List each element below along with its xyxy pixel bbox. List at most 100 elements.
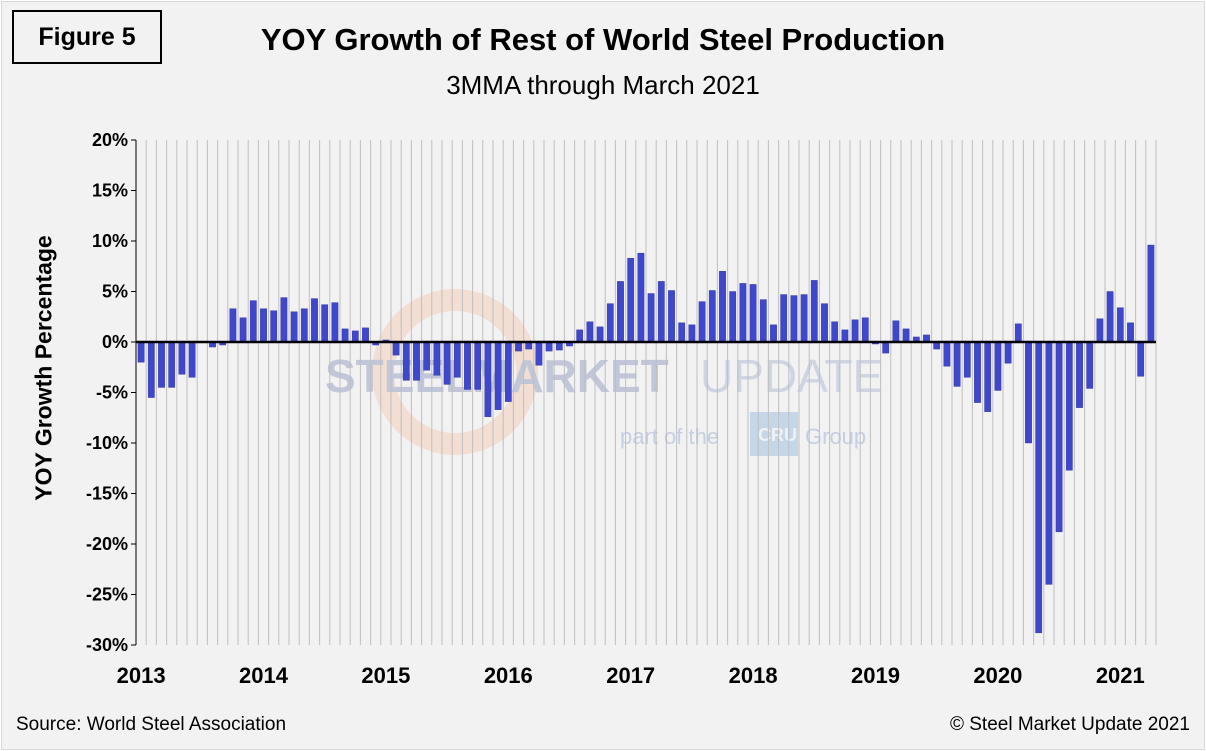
y-tick-label: 15%	[92, 181, 128, 201]
bar	[362, 327, 369, 343]
bar	[749, 284, 757, 343]
bar	[504, 341, 512, 402]
bar	[1096, 318, 1104, 343]
bar	[464, 341, 471, 390]
x-tick-label: 2017	[606, 663, 655, 688]
bar	[1055, 341, 1063, 533]
bar	[1147, 244, 1155, 343]
bar	[708, 290, 716, 343]
bar	[953, 341, 961, 387]
y-ticks: 20% 15% 10% 5% 0% -5% -10% -15% -20% -25% -30%	[86, 130, 136, 655]
bar	[943, 341, 951, 367]
bar	[433, 341, 441, 376]
bar	[637, 252, 645, 343]
bar	[719, 271, 726, 343]
bar	[810, 280, 818, 343]
y-tick-label: 10%	[92, 231, 128, 251]
bar	[392, 341, 400, 356]
bars	[137, 244, 1155, 634]
bar	[963, 341, 971, 378]
bar	[494, 341, 502, 410]
bar	[300, 308, 308, 343]
bar	[545, 341, 553, 352]
bar	[770, 324, 777, 343]
bar	[1076, 341, 1083, 408]
bar	[688, 324, 696, 343]
bar	[239, 317, 247, 343]
x-ticks: 2013 2014 2015 2016 2017 2018 2019 2020 2021	[117, 663, 1145, 688]
bar	[229, 308, 237, 343]
source-note: Source: World Steel Association	[16, 714, 287, 735]
bar	[1035, 341, 1043, 634]
bar	[790, 295, 798, 343]
copyright-note: © Steel Market Update 2021	[949, 714, 1190, 735]
bar	[596, 326, 604, 343]
bar	[321, 304, 329, 343]
bar	[851, 319, 859, 343]
bar	[1106, 291, 1114, 343]
x-tick-label: 2018	[729, 663, 778, 688]
bar	[137, 341, 145, 363]
bar	[280, 297, 288, 343]
bar	[576, 329, 584, 343]
bar	[841, 329, 849, 343]
bar	[178, 341, 186, 375]
bar	[861, 317, 869, 343]
bar	[780, 294, 788, 343]
bar	[1014, 323, 1022, 343]
bar	[331, 302, 339, 343]
bar	[443, 341, 451, 385]
x-tick-label: 2014	[239, 663, 289, 688]
x-tick-label: 2020	[973, 663, 1022, 688]
bar	[1045, 341, 1053, 585]
x-tick-label: 2016	[484, 663, 533, 688]
bar	[168, 341, 176, 388]
bar	[892, 320, 900, 343]
bar	[1065, 341, 1073, 471]
bar	[1025, 341, 1032, 444]
bar	[249, 300, 257, 343]
bar	[882, 341, 890, 354]
bar	[484, 341, 492, 417]
bar	[1004, 341, 1012, 364]
bar	[902, 328, 910, 343]
bar	[453, 341, 461, 378]
bar	[627, 257, 635, 343]
bar	[1116, 307, 1124, 343]
bar	[984, 341, 992, 412]
bar	[535, 341, 543, 366]
bar	[606, 303, 614, 343]
y-tick-label: 5%	[102, 282, 128, 302]
y-tick-label: 0%	[102, 332, 128, 352]
watermark-tagline-suffix: Group	[805, 424, 866, 449]
bar	[668, 290, 675, 343]
bar	[1127, 322, 1134, 343]
bar	[423, 341, 431, 371]
y-tick-label: 20%	[92, 130, 128, 150]
x-tick-label: 2015	[361, 663, 410, 688]
y-tick-label: -30%	[86, 635, 128, 655]
watermark-tagline-prefix: part of the	[620, 424, 719, 449]
bar	[759, 299, 767, 343]
bar	[474, 341, 482, 390]
bar	[1137, 341, 1145, 377]
watermark-swoosh	[372, 289, 538, 455]
bar	[515, 341, 522, 352]
bar	[821, 303, 828, 343]
watermark-brand-middle: MARKET	[472, 350, 669, 402]
bar	[800, 294, 808, 343]
x-tick-label: 2019	[851, 663, 900, 688]
bar	[341, 328, 349, 343]
x-tick-label: 2021	[1096, 663, 1145, 688]
y-tick-label: -15%	[86, 484, 128, 504]
gridlines	[135, 140, 1157, 645]
bar	[698, 301, 706, 343]
watermark-brand-left: STEEL	[325, 350, 473, 402]
y-tick-label: -25%	[86, 585, 128, 605]
bar	[647, 293, 655, 343]
bar	[617, 281, 624, 343]
bar	[678, 322, 686, 343]
bar	[831, 321, 839, 343]
y-tick-label: -5%	[96, 383, 128, 403]
